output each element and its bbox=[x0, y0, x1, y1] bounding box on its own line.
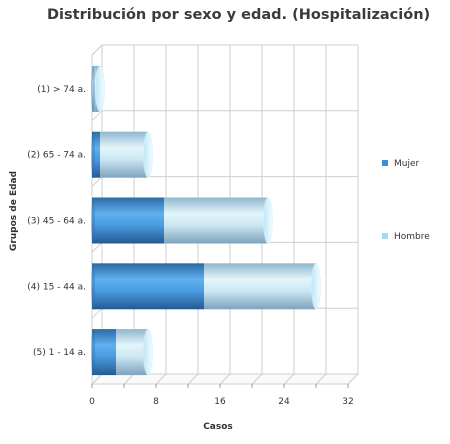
bar-cap-5 bbox=[143, 328, 153, 376]
bar-base-4 bbox=[91, 263, 95, 310]
legend: Mujer Hombre bbox=[382, 159, 430, 242]
bar-base-3 bbox=[91, 197, 95, 244]
x-tick-0: 0 bbox=[89, 397, 95, 407]
legend-swatch-hombre bbox=[382, 233, 388, 239]
category-label-2: (2) 65 - 74 a. bbox=[27, 151, 86, 161]
x-tick-24: 24 bbox=[278, 397, 290, 407]
bar-base-1 bbox=[91, 65, 95, 112]
bar-hombre-3 bbox=[164, 197, 268, 244]
x-tick-16: 16 bbox=[214, 397, 226, 407]
y-axis-label: Grupos de Edad bbox=[9, 171, 19, 251]
bar-mujer-2 bbox=[92, 131, 100, 178]
category-label-4: (4) 15 - 44 a. bbox=[27, 282, 86, 292]
legend-label-mujer: Mujer bbox=[394, 159, 420, 169]
bar-cap-1 bbox=[95, 65, 105, 113]
legend-swatch-mujer bbox=[382, 160, 388, 166]
category-label-5: (5) 1 - 14 a. bbox=[33, 348, 86, 358]
bar-base-2 bbox=[91, 131, 95, 178]
bar-cap-4 bbox=[311, 263, 321, 310]
category-label-1: (1) > 74 a. bbox=[37, 85, 86, 95]
bar-mujer-3 bbox=[92, 197, 164, 244]
bar-hombre-2 bbox=[100, 131, 148, 178]
category-labels: (1) > 74 a. (2) 65 - 74 a. (3) 45 - 64 a. (… bbox=[27, 85, 86, 358]
bars bbox=[91, 65, 321, 376]
bar-mujer-4 bbox=[92, 263, 204, 310]
bar-cap-3 bbox=[263, 197, 273, 244]
legend-label-hombre: Hombre bbox=[394, 232, 430, 242]
bar-base-5 bbox=[91, 329, 95, 376]
category-label-3: (3) 45 - 64 a. bbox=[27, 217, 86, 227]
x-tick-8: 8 bbox=[153, 397, 159, 407]
bar-hombre-5 bbox=[116, 329, 148, 376]
chart-title: Distribución por sexo y edad. (Hospitali… bbox=[47, 7, 430, 23]
bar-hombre-4 bbox=[204, 263, 316, 310]
x-axis-label: Casos bbox=[203, 422, 233, 432]
bar-cap-2 bbox=[143, 131, 153, 178]
x-tick-labels: 0 8 16 24 32 bbox=[89, 397, 354, 407]
x-tick-32: 32 bbox=[342, 397, 353, 407]
bar-mujer-5 bbox=[92, 329, 116, 376]
